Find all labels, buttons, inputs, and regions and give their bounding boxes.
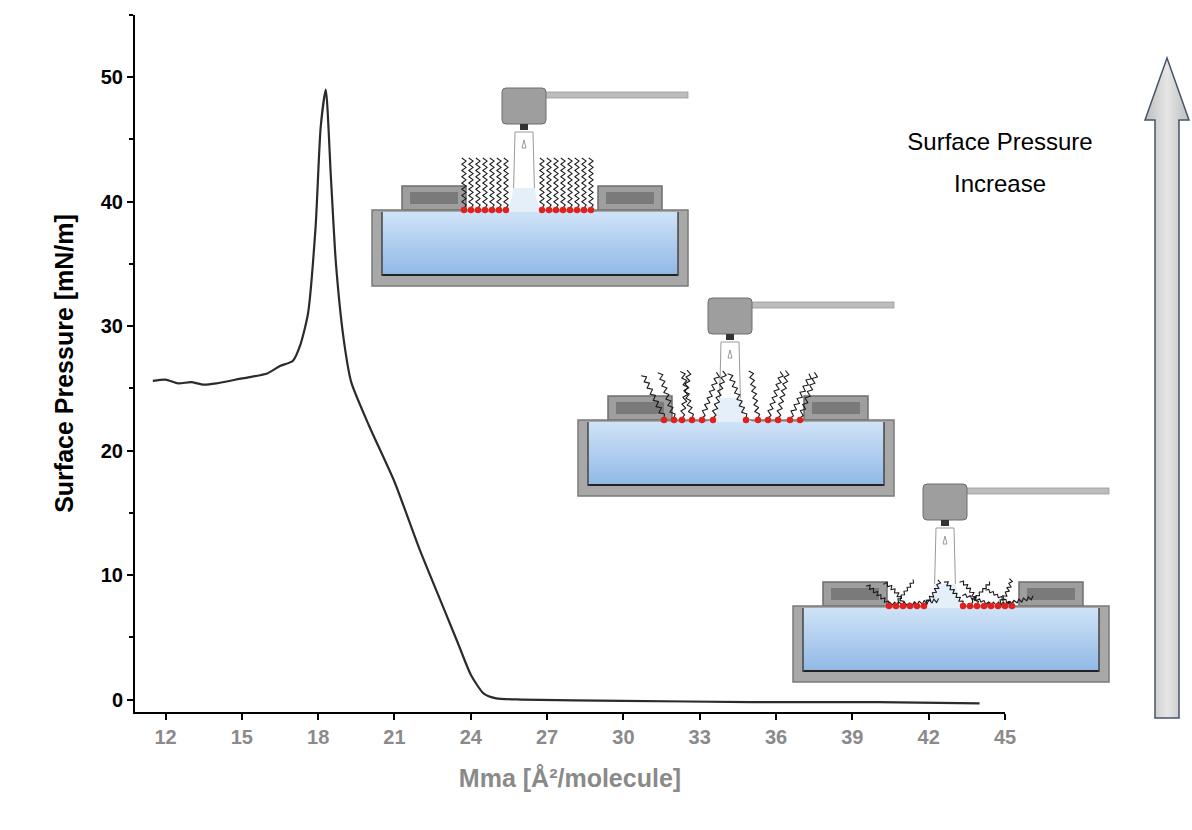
svg-text:50: 50 xyxy=(101,66,123,88)
svg-text:24: 24 xyxy=(460,726,483,748)
svg-text:30: 30 xyxy=(101,315,123,337)
svg-text:12: 12 xyxy=(154,726,176,748)
svg-text:15: 15 xyxy=(231,726,253,748)
svg-text:Surface PressureIncrease: Surface PressureIncrease xyxy=(907,128,1092,197)
svg-text:0: 0 xyxy=(112,689,123,711)
svg-text:Mma [Å²/molecule]: Mma [Å²/molecule] xyxy=(459,764,681,792)
svg-text:18: 18 xyxy=(307,726,329,748)
svg-text:45: 45 xyxy=(994,726,1016,748)
svg-text:33: 33 xyxy=(689,726,711,748)
svg-text:42: 42 xyxy=(918,726,940,748)
svg-text:36: 36 xyxy=(765,726,787,748)
svg-text:Surface Pressure [mN/m]: Surface Pressure [mN/m] xyxy=(50,214,78,513)
svg-text:21: 21 xyxy=(383,726,405,748)
svg-text:10: 10 xyxy=(101,564,123,586)
svg-text:40: 40 xyxy=(101,191,123,213)
svg-text:30: 30 xyxy=(612,726,634,748)
svg-text:27: 27 xyxy=(536,726,558,748)
svg-text:20: 20 xyxy=(101,440,123,462)
svg-text:39: 39 xyxy=(841,726,863,748)
